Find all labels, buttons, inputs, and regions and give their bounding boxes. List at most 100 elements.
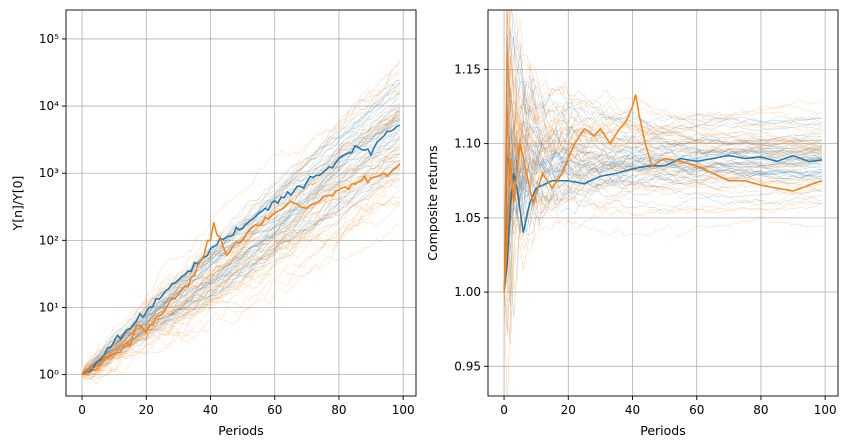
x-tick-label: 20 [139, 403, 154, 417]
background-series-line [503, 202, 823, 302]
background-series-line [81, 167, 400, 375]
y-tick-label: 10¹ [39, 300, 59, 314]
background-series-line [503, 124, 823, 293]
background-series-line [503, 90, 822, 293]
background-series-line [81, 160, 401, 375]
y-tick-label: 1.00 [454, 285, 481, 299]
background-series-line [503, 140, 822, 293]
x-tick-label: 60 [689, 403, 704, 417]
x-tick-label: 100 [392, 403, 415, 417]
background-series-line [503, 46, 822, 293]
x-axis-label: Periods [218, 423, 264, 438]
background-series-line [503, 56, 822, 293]
background-series-line [503, 34, 822, 293]
y-tick-label: 10² [39, 233, 59, 247]
background-series-line [503, 10, 822, 293]
background-series-line [81, 180, 401, 375]
background-series-line [503, 175, 822, 330]
background-series-line [503, 113, 823, 293]
background-series-line [503, 120, 822, 293]
plot-frame [487, 9, 839, 397]
background-series-line [503, 151, 822, 293]
background-series-line [81, 175, 401, 375]
background-series-line [503, 155, 823, 293]
background-series-line [503, 108, 823, 293]
background-series-line [503, 119, 822, 293]
x-tick-label: 80 [331, 403, 346, 417]
background-series-line [503, 132, 822, 293]
background-series-line [82, 199, 400, 378]
background-series-line [82, 119, 401, 375]
grid-lines [66, 10, 416, 396]
background-series-line [82, 79, 401, 375]
background-series-line [503, 151, 822, 293]
background-series-line [503, 147, 823, 293]
background-series-line [503, 82, 822, 293]
background-series-line [82, 136, 400, 375]
background-series-line [503, 122, 822, 293]
left-plot-cumulative-growth: 0 20 40 60 80 100 10⁰ 10¹ 10² 10³ 10⁴ 10⁵ Periods Y[n… [10, 9, 417, 438]
y-tick-label: 1.05 [454, 211, 481, 225]
background-series-line [81, 115, 400, 375]
background-series-line [503, 169, 822, 293]
background-series-line [81, 119, 400, 375]
background-series-line [82, 138, 400, 375]
background-series-line [81, 146, 401, 375]
background-series-line [503, 130, 822, 293]
background-series-line [503, 140, 822, 293]
background-series-line [503, 99, 822, 293]
background-series-line [82, 126, 401, 375]
background-series-line [82, 111, 400, 375]
background-series-line [81, 156, 401, 376]
background-series-line [503, 117, 822, 293]
background-series-line [503, 156, 823, 293]
background-series-line [81, 103, 401, 375]
background-series-line [82, 136, 401, 376]
x-axis-label: Periods [640, 423, 686, 438]
highlight-series-line [503, 94, 823, 293]
background-series-line [503, 10, 822, 293]
background-series-line [503, 123, 822, 293]
background-series-line [503, 152, 822, 297]
background-series-line [503, 10, 822, 293]
background-series-line [81, 82, 400, 375]
background-series-line [503, 168, 822, 335]
background-series-line [82, 149, 400, 376]
plot-frame [65, 9, 417, 397]
background-series-line [81, 153, 400, 375]
background-series-line [503, 106, 823, 293]
background-series-line [81, 93, 400, 375]
background-series-line [503, 152, 822, 293]
background-series-line [503, 115, 822, 293]
background-series-line [503, 86, 822, 293]
background-series-line [81, 170, 401, 379]
axis-ticks: 0 20 40 60 80 100 10⁰ 10¹ 10² 10³ 10⁴ 10⁵ [39, 32, 415, 417]
background-series-line [81, 92, 401, 375]
background-series-line [81, 159, 400, 375]
background-series-line [503, 135, 822, 293]
background-series-line [81, 90, 400, 375]
background-series-line [503, 55, 822, 293]
background-series-line [81, 109, 401, 375]
background-series-line [82, 120, 401, 375]
background-series-line [503, 116, 822, 293]
y-axis-label: Y[n]/Y[0] [10, 176, 25, 232]
background-series-line [503, 95, 822, 293]
background-series-line [81, 107, 401, 375]
background-series-line [81, 110, 401, 376]
x-tick-label: 60 [267, 403, 282, 417]
background-series-line [503, 66, 822, 293]
background-series-line [503, 127, 822, 293]
background-series-line [503, 159, 822, 293]
background-series-line [81, 128, 401, 375]
y-tick-label: 10⁴ [39, 99, 59, 113]
background-series-line [503, 125, 823, 293]
y-axis-label: Composite returns [425, 145, 440, 260]
y-tick-label: 10³ [39, 166, 59, 180]
background-series-line [82, 168, 401, 375]
background-series-line [503, 31, 822, 293]
background-series-line [81, 165, 401, 375]
background-series-line [503, 10, 822, 293]
background-series-line [503, 129, 822, 293]
